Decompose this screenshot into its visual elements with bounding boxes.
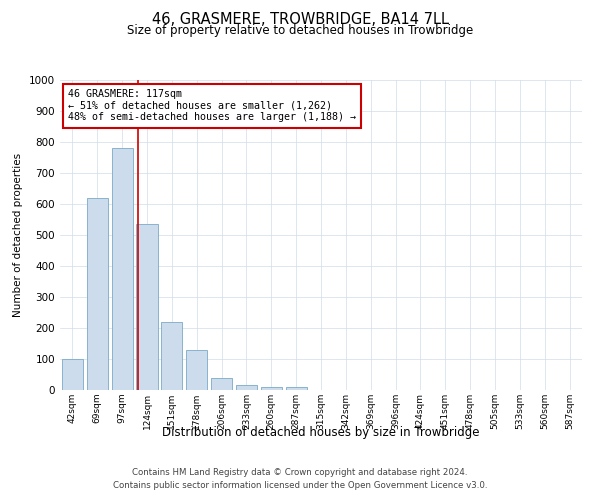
Bar [211, 378, 232, 390]
Text: Distribution of detached houses by size in Trowbridge: Distribution of detached houses by size … [162, 426, 480, 439]
Y-axis label: Number of detached properties: Number of detached properties [13, 153, 23, 317]
Bar [161, 322, 182, 390]
Text: Size of property relative to detached houses in Trowbridge: Size of property relative to detached ho… [127, 24, 473, 37]
Text: Contains public sector information licensed under the Open Government Licence v3: Contains public sector information licen… [113, 480, 487, 490]
Bar [186, 350, 207, 390]
Bar [62, 359, 83, 390]
Bar [261, 387, 282, 390]
Bar [286, 387, 307, 390]
Bar [136, 224, 158, 390]
Text: 46 GRASMERE: 117sqm
← 51% of detached houses are smaller (1,262)
48% of semi-det: 46 GRASMERE: 117sqm ← 51% of detached ho… [68, 90, 356, 122]
Text: Contains HM Land Registry data © Crown copyright and database right 2024.: Contains HM Land Registry data © Crown c… [132, 468, 468, 477]
Text: 46, GRASMERE, TROWBRIDGE, BA14 7LL: 46, GRASMERE, TROWBRIDGE, BA14 7LL [151, 12, 449, 28]
Bar [112, 148, 133, 390]
Bar [236, 386, 257, 390]
Bar [87, 198, 108, 390]
